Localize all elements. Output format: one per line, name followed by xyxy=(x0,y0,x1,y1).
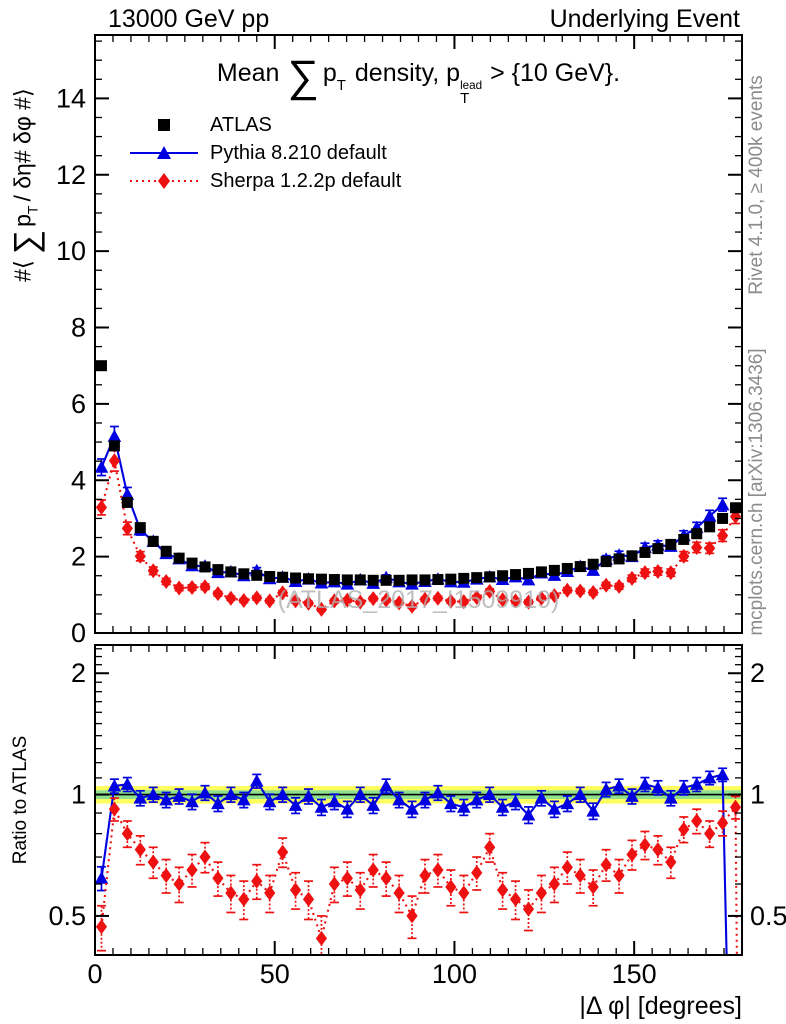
x-axis-label: |Δ φ| [degrees] xyxy=(579,992,742,1020)
svg-text:12: 12 xyxy=(56,160,86,190)
beam-energy-label: 13000 GeV pp xyxy=(108,5,270,33)
series-pythia-ratio xyxy=(95,767,730,955)
title-mean: Mean xyxy=(216,59,280,87)
mcplots-arxiv-note: mcplots.cern.ch [arXiv:1306.3436] xyxy=(746,348,767,636)
svg-text:6: 6 xyxy=(71,389,86,419)
svg-text:4: 4 xyxy=(71,465,86,495)
svg-text:1: 1 xyxy=(71,780,86,810)
legend-label: Sherpa 1.2.2p default xyxy=(210,169,402,192)
ylabel-p: p xyxy=(9,214,36,227)
svg-text:100: 100 xyxy=(432,959,477,989)
triangle-marker-icon xyxy=(130,146,198,159)
title-ptlead: p xyxy=(446,59,461,87)
rivet-version-note: Rivet 4.1.0, ≥ 400k events xyxy=(746,75,767,295)
title-cut: > {10 GeV}. xyxy=(490,59,621,87)
square-marker-icon xyxy=(158,119,170,131)
diamond-marker-icon xyxy=(130,173,198,189)
title-mid: density, xyxy=(354,59,440,87)
analysis-group-label: Underlying Event xyxy=(549,5,740,33)
y-axis-label-ratio: Ratio to ATLAS xyxy=(10,735,31,865)
sigma-symbol: ∑ xyxy=(287,52,319,101)
plot-title: Mean ∑ pT density, p lead T > {10 GeV}. xyxy=(95,52,742,107)
legend-item-atlas: ATLAS xyxy=(128,111,401,139)
svg-text:2: 2 xyxy=(71,542,86,572)
series-atlas-main xyxy=(95,360,742,586)
series-sherpa-main xyxy=(95,449,742,617)
svg-text:2: 2 xyxy=(71,658,86,688)
title-lead-sub: T xyxy=(460,90,470,107)
svg-text:150: 150 xyxy=(612,959,657,989)
title-pt-sub: T xyxy=(336,77,346,94)
legend-item-pythia: Pythia 8.210 default xyxy=(128,139,401,167)
legend-label: ATLAS xyxy=(210,113,272,136)
svg-text:0.5: 0.5 xyxy=(48,901,86,931)
ylabel-pre: #⟨ xyxy=(9,260,36,282)
svg-text:0: 0 xyxy=(71,618,86,648)
ylabel-post: / δη# δφ #⟩ xyxy=(9,88,36,202)
svg-text:1: 1 xyxy=(750,780,765,810)
series-sherpa-ratio xyxy=(95,795,742,955)
ylabel-sigma: ∑ xyxy=(7,229,46,255)
svg-text:50: 50 xyxy=(260,959,290,989)
title-pt: p xyxy=(322,59,337,87)
legend-label: Pythia 8.210 default xyxy=(210,141,387,164)
svg-text:10: 10 xyxy=(56,236,86,266)
title-lead-sup: lead xyxy=(460,79,483,92)
svg-text:0: 0 xyxy=(87,959,102,989)
svg-text:8: 8 xyxy=(71,313,86,343)
legend-item-sherpa: Sherpa 1.2.2p default xyxy=(128,167,401,195)
legend: ATLAS Pythia 8.210 default Sherpa 1.2.2p d… xyxy=(128,111,401,195)
svg-text:14: 14 xyxy=(56,83,86,113)
ylabel-p-sub: T xyxy=(24,205,41,215)
y-axis-label-main: #⟨ ∑ pT / δη# δφ #⟩ xyxy=(8,15,47,355)
svg-text:2: 2 xyxy=(750,658,765,688)
svg-text:0.5: 0.5 xyxy=(750,901,786,931)
